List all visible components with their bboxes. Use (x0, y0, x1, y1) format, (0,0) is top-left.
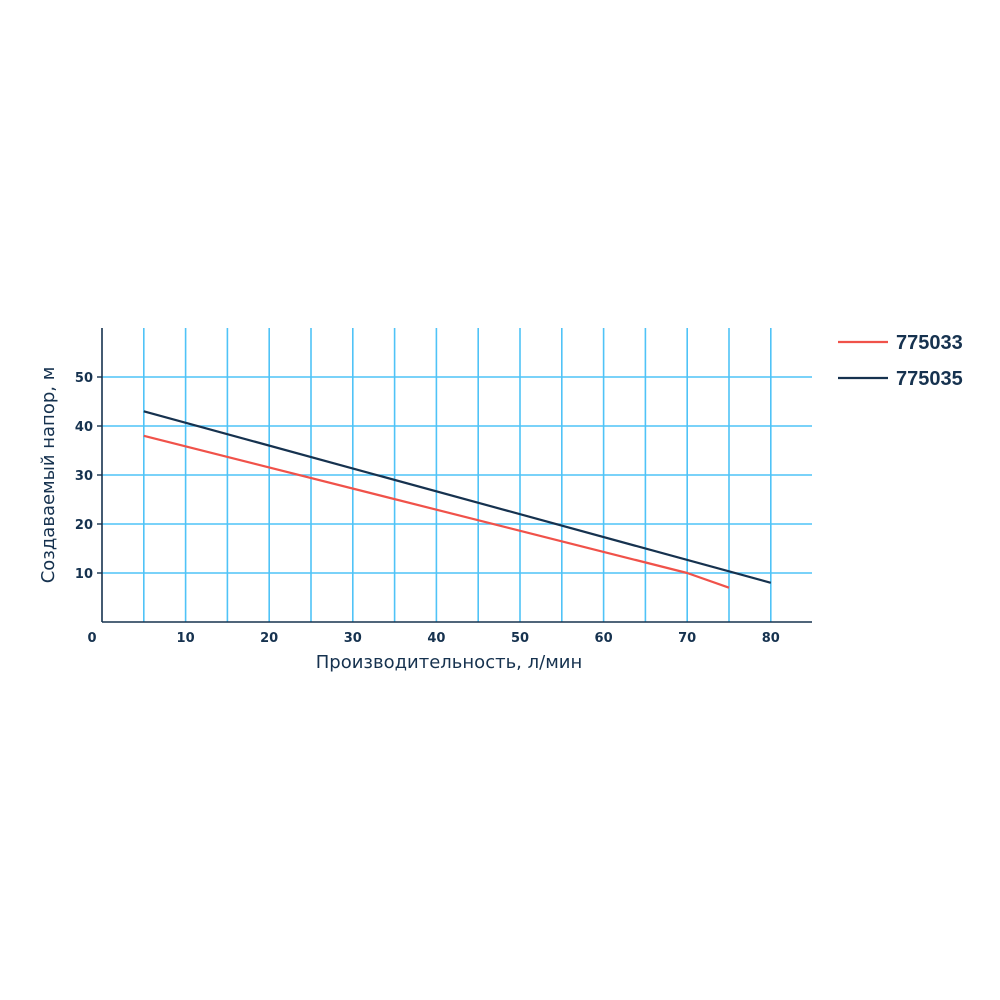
x-tick-label: 70 (678, 631, 696, 646)
grid-layer (102, 328, 812, 622)
x-tick-label: 20 (260, 631, 278, 646)
y-tick-label: 50 (75, 371, 93, 386)
axis-layer (97, 328, 812, 623)
legend-label-775033: 775033 (896, 332, 963, 354)
legend: 775033 775035 (838, 332, 963, 390)
legend-label-775035: 775035 (896, 368, 963, 390)
series-layer (143, 410, 772, 589)
origin-label: 0 (87, 631, 96, 646)
series-line-775033 (143, 434, 730, 589)
x-tick-label: 40 (427, 631, 445, 646)
y-tick-label: 20 (75, 518, 93, 533)
x-tick-label: 10 (177, 631, 195, 646)
y-tick-label: 30 (75, 469, 93, 484)
tick-label-layer: 10 20 30 40 50 10 20 30 40 50 60 70 80 0 (75, 371, 780, 646)
x-tick-label: 30 (344, 631, 362, 646)
y-axis-title: Создаваемый напор, м (38, 367, 59, 584)
x-tick-label: 60 (595, 631, 613, 646)
x-axis-title: Производительность, л/мин (316, 652, 583, 673)
series-line-775035 (143, 410, 772, 584)
y-tick-label: 10 (75, 567, 93, 582)
x-tick-label: 50 (511, 631, 529, 646)
x-tick-label: 80 (762, 631, 780, 646)
y-tick-label: 40 (75, 420, 93, 435)
